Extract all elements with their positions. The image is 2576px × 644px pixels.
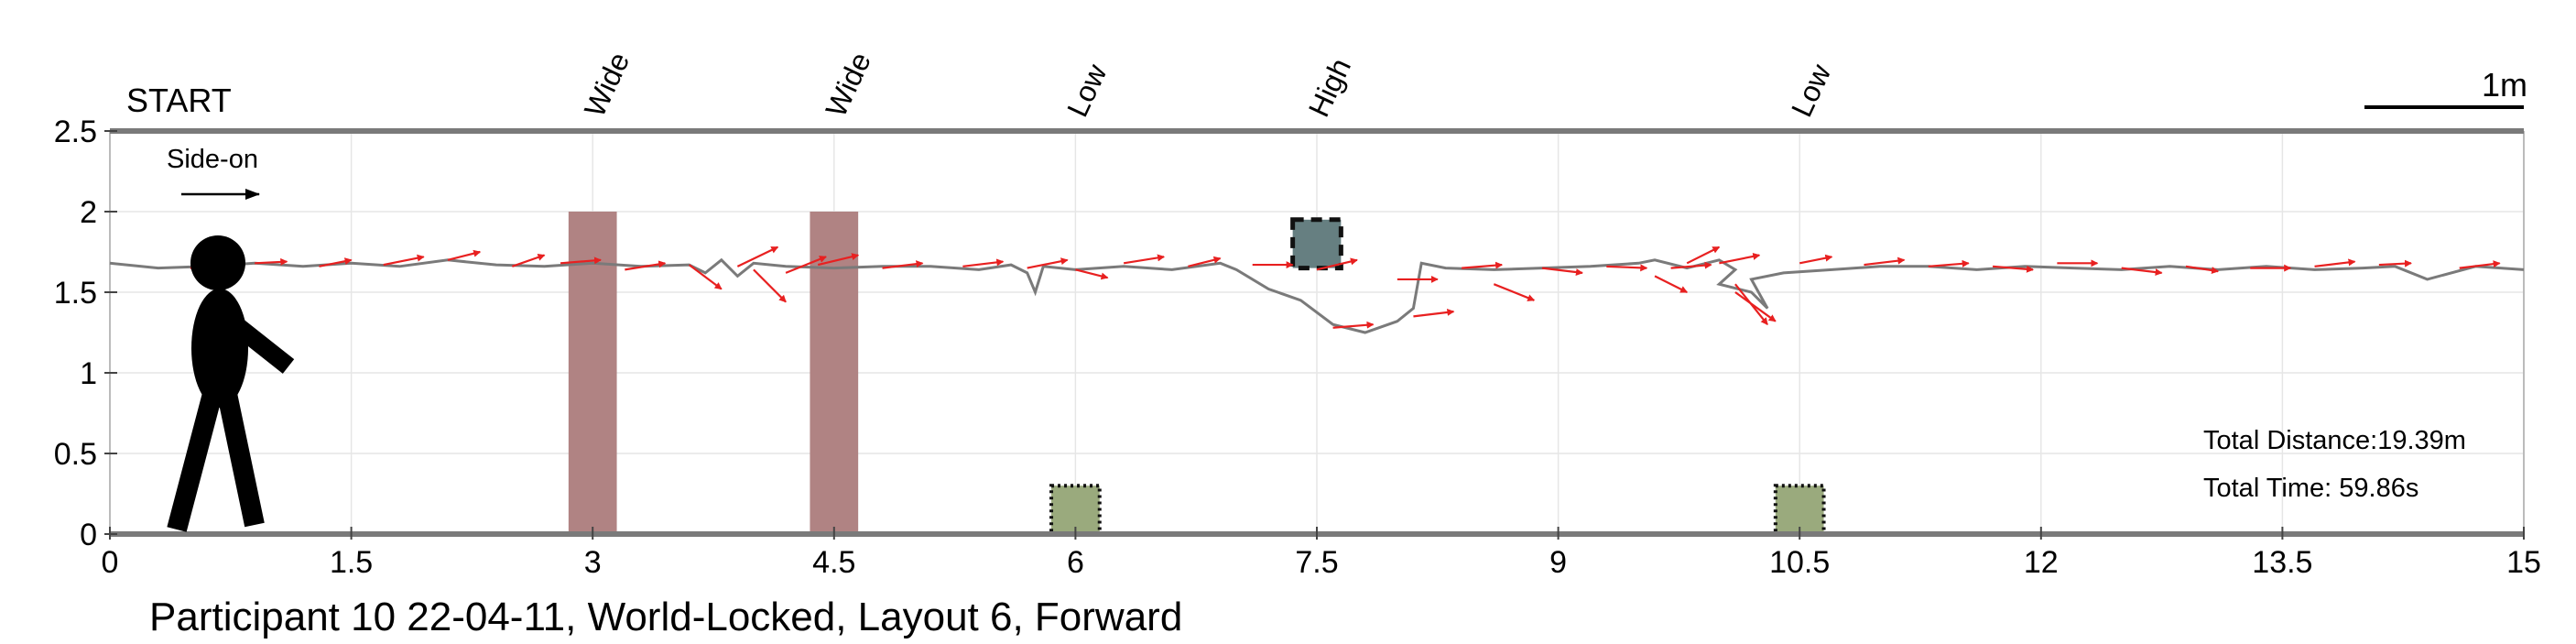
gaze-arrow: [447, 249, 482, 261]
obstacle-low: [1049, 484, 1102, 537]
obstacle-labels: Wide Wide Low High Low: [578, 48, 1838, 122]
total-distance-label: Total Distance:19.39m: [2203, 426, 2466, 455]
obstacles-layer: [568, 212, 1826, 537]
obstacle-label: Low: [1060, 59, 1114, 122]
x-axis-ticks: 0 1.5 3 4.5 6 7.5 9 10.5 12 13.5 15: [102, 527, 2541, 580]
gaze-arrow: [2121, 267, 2163, 277]
gaze-arrow: [1719, 252, 1761, 265]
gaze-arrow: [1027, 257, 1069, 269]
y-tick-label: 2: [80, 195, 97, 230]
obstacle-label: Wide: [820, 48, 877, 122]
x-tick-label: 12: [2024, 545, 2059, 580]
y-tick-label: 0.5: [54, 437, 97, 472]
gaze-arrow: [962, 258, 1005, 267]
gaze-arrow: [2459, 260, 2501, 269]
x-tick-label: 9: [1549, 545, 1567, 580]
gaze-arrow: [882, 260, 924, 269]
gaze-arrow: [1992, 265, 2035, 273]
x-tick-label: 1.5: [330, 545, 373, 580]
x-tick-label: 6: [1067, 545, 1084, 580]
scale-label: 1m: [2482, 66, 2527, 104]
gaze-arrow: [1332, 321, 1375, 329]
walking-person-icon: [167, 235, 295, 532]
obstacle-low: [1773, 484, 1826, 537]
gaze-arrow: [1670, 261, 1712, 269]
gaze-arrow: [1799, 254, 1833, 265]
gaze-arrow: [785, 256, 827, 274]
gaze-arrow: [1123, 254, 1166, 265]
gaze-arrow: [1316, 257, 1358, 271]
x-tick-label: 7.5: [1295, 545, 1338, 580]
gaze-arrow: [1928, 259, 1970, 267]
chart-title: Participant 10 22-04-11, World-Locked, L…: [149, 595, 1182, 639]
gaze-arrow: [1493, 283, 1536, 301]
gaze-arrow: [1734, 291, 1777, 322]
obstacle-label: Wide: [578, 48, 636, 122]
gaze-arrow: [319, 257, 353, 267]
obstacle-label: Low: [1785, 59, 1838, 122]
gaze-arrow: [688, 264, 723, 290]
gaze-arrows: [190, 246, 2501, 329]
gaze-arrow: [1075, 268, 1109, 280]
gaze-arrow: [511, 254, 546, 267]
y-tick-label: 0: [80, 518, 97, 552]
start-label: START: [126, 82, 232, 119]
gaze-arrow: [383, 254, 425, 267]
obstacle-high: [1290, 217, 1343, 271]
gaze-arrow: [560, 257, 602, 265]
gaze-arrow: [1541, 267, 1583, 277]
y-axis-ticks: 0 0.5 1 1.5 2 2.5: [54, 115, 117, 552]
x-tick-label: 15: [2506, 545, 2541, 580]
gaze-arrow: [2185, 265, 2220, 275]
gaze-arrow: [817, 253, 860, 267]
gaze-arrow: [1462, 261, 1504, 269]
gaze-arrow: [753, 268, 787, 303]
obstacle-wide: [810, 212, 859, 534]
y-tick-label: 1.5: [54, 276, 97, 311]
x-tick-label: 10.5: [1769, 545, 1830, 580]
gaze-arrow: [625, 260, 667, 271]
x-tick-label: 0: [102, 545, 119, 580]
gaze-arrow: [1864, 257, 1906, 267]
total-time-label: Total Time: 59.86s: [2203, 474, 2418, 503]
gaze-arrow: [736, 246, 779, 267]
gaze-arrow: [2378, 259, 2412, 267]
obstacle-label: High: [1302, 53, 1357, 122]
gaze-arrow: [1654, 275, 1689, 293]
x-tick-label: 13.5: [2252, 545, 2312, 580]
y-tick-label: 1: [80, 356, 97, 391]
gaze-arrow: [255, 257, 288, 266]
gaze-arrow: [2314, 258, 2356, 267]
gaze-arrow: [1606, 264, 1648, 272]
gaze-arrow: [1188, 256, 1222, 267]
x-tick-label: 4.5: [812, 545, 855, 580]
y-tick-label: 2.5: [54, 115, 97, 149]
gaze-arrow: [1413, 308, 1455, 318]
gaze-arrow: [1686, 246, 1721, 265]
grid-lines: [109, 130, 2525, 535]
view-label: Side-on: [167, 145, 258, 174]
x-tick-label: 3: [584, 545, 602, 580]
